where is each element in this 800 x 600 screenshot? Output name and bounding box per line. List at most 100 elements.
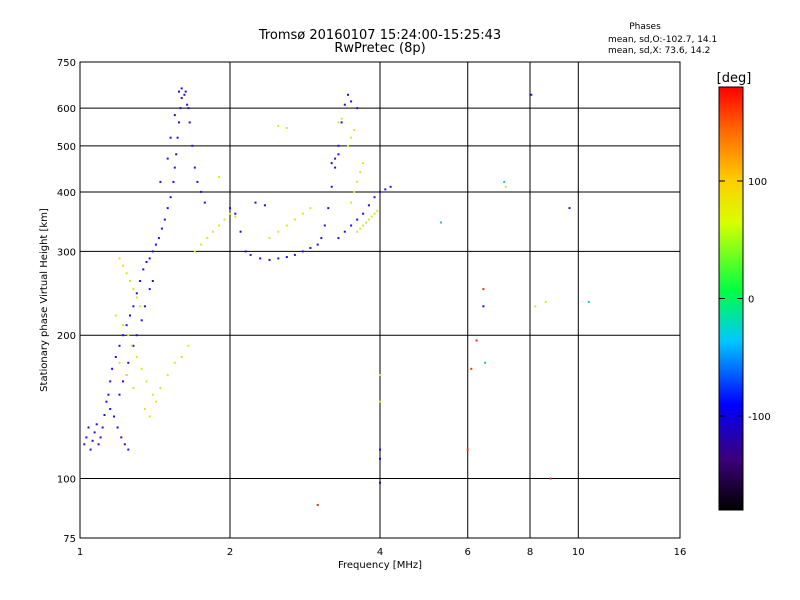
data-point	[118, 257, 121, 260]
data-point	[470, 367, 473, 370]
data-point	[118, 361, 121, 364]
data-point	[135, 296, 138, 299]
data-point	[118, 344, 121, 347]
data-point	[259, 257, 262, 260]
data-point	[142, 268, 145, 271]
data-point	[184, 90, 187, 93]
data-point	[229, 212, 231, 215]
data-point	[316, 243, 319, 246]
data-point	[229, 207, 231, 210]
data-point	[337, 121, 340, 124]
data-point	[347, 93, 349, 96]
data-point	[337, 153, 340, 156]
data-point	[356, 180, 359, 183]
data-point	[87, 426, 90, 429]
data-point	[530, 93, 533, 96]
data-point	[200, 243, 203, 246]
data-point	[145, 261, 148, 263]
data-point	[125, 272, 128, 275]
data-point	[154, 400, 157, 403]
data-point	[277, 125, 280, 128]
data-point	[356, 107, 359, 110]
data-point	[268, 258, 271, 261]
data-point	[212, 230, 215, 233]
data-point	[127, 448, 130, 451]
data-point	[293, 253, 296, 256]
data-point	[173, 166, 176, 169]
data-point	[484, 361, 487, 364]
data-point	[183, 93, 186, 96]
data-point	[139, 280, 142, 282]
data-point	[187, 344, 190, 347]
x-tick-label: 6	[465, 547, 471, 558]
data-point	[384, 188, 387, 191]
data-point	[365, 221, 367, 224]
data-point	[166, 157, 169, 160]
data-point	[466, 448, 469, 451]
data-point	[101, 426, 104, 429]
data-point	[166, 207, 169, 210]
data-point	[97, 443, 100, 446]
y-tick-label: 600	[57, 104, 76, 115]
data-point	[140, 319, 143, 322]
data-point	[122, 334, 124, 337]
y-tick-label: 400	[57, 188, 76, 199]
data-point	[301, 250, 304, 253]
data-point	[151, 280, 154, 282]
data-point	[367, 218, 370, 221]
data-point	[159, 180, 162, 183]
data-point	[544, 300, 547, 303]
data-point	[301, 212, 304, 215]
y-tick-labels: 75 100 200 300 400 500 600 750	[57, 58, 76, 545]
data-point	[379, 190, 381, 193]
data-point	[356, 230, 359, 233]
data-point	[135, 292, 138, 295]
plot-frame	[79, 61, 681, 539]
data-point	[475, 339, 478, 342]
data-point	[223, 218, 226, 221]
data-point	[203, 201, 206, 204]
data-point	[89, 448, 92, 451]
legend-line-x: mean, sd,X: 73.6, 14.2	[608, 46, 710, 56]
data-point	[151, 393, 154, 396]
data-point	[277, 230, 280, 233]
data-point	[353, 190, 356, 193]
data-point	[193, 166, 196, 169]
x-tick-label: 10	[572, 547, 585, 558]
data-point	[285, 127, 288, 129]
y-tick-label: 750	[57, 58, 76, 69]
data-point	[316, 504, 319, 506]
x-tick-labels: 1 2 4 6 8 10 16	[77, 547, 687, 558]
data-point	[148, 257, 151, 260]
data-point	[125, 324, 128, 327]
x-tick-label: 1	[77, 547, 83, 558]
data-point	[135, 356, 138, 358]
data-point	[169, 196, 172, 199]
data-point	[83, 443, 86, 446]
data-point	[200, 190, 203, 193]
data-point	[130, 344, 133, 347]
data-point	[127, 361, 130, 364]
data-point	[180, 87, 183, 90]
data-point	[379, 448, 381, 451]
data-point	[373, 212, 376, 215]
colorbar-ticks: 100 0 -100	[719, 177, 771, 423]
colorbar-tick-label: 0	[748, 295, 754, 306]
data-point	[379, 374, 381, 376]
data-point	[379, 481, 381, 484]
data-points	[83, 87, 590, 506]
data-point	[504, 185, 507, 188]
data-point	[188, 121, 191, 124]
data-point	[151, 250, 154, 253]
data-point	[148, 288, 151, 291]
data-point	[107, 393, 110, 396]
y-tick-label: 75	[63, 534, 76, 545]
x-tick-label: 16	[674, 547, 687, 558]
x-tick-label: 4	[377, 547, 383, 558]
data-point	[93, 431, 96, 434]
data-point	[359, 227, 362, 230]
data-point	[330, 185, 333, 188]
data-point	[376, 209, 379, 212]
data-point	[587, 300, 590, 303]
data-point	[193, 250, 196, 253]
